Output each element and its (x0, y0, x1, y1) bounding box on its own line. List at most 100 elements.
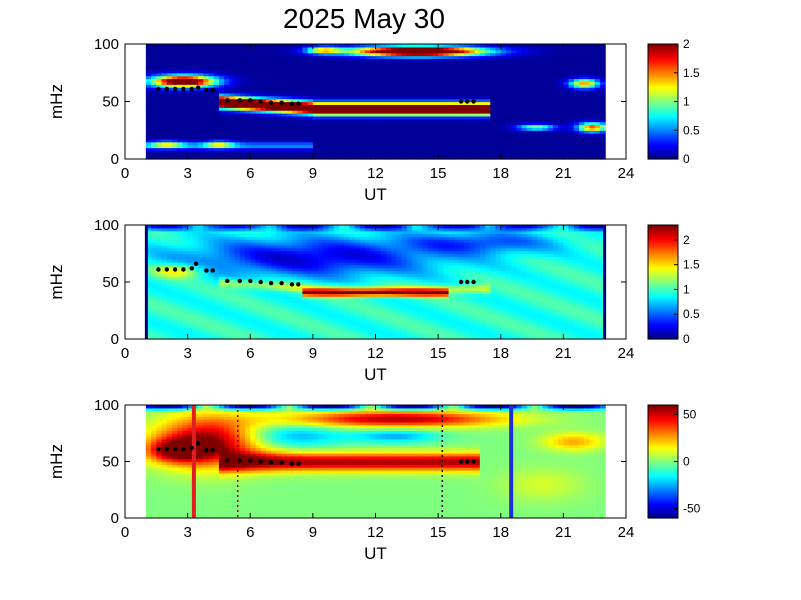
marker-point (172, 86, 178, 92)
x-tick-label: 21 (555, 165, 572, 182)
x-tick-label: 0 (121, 524, 129, 541)
markers-3 (156, 441, 476, 466)
marker-point (279, 460, 284, 465)
colorbar-tick-label: 0.5 (683, 307, 700, 321)
marker-point (289, 461, 295, 466)
marker-point (471, 279, 476, 285)
colorbar-frame (647, 224, 679, 340)
x-tick-label: 12 (367, 165, 384, 182)
heatmap-2 (145, 225, 606, 340)
x-tick-label: 18 (492, 345, 509, 362)
colorbar-1: 0 0.5 1 1.5 2 (647, 37, 700, 166)
marker-point (164, 86, 169, 92)
x-tick-label: 6 (246, 345, 254, 362)
y-tick-label: 50 (102, 94, 119, 111)
colorbar-tick-label: 0 (683, 152, 690, 166)
x-tick-label: 9 (309, 345, 317, 362)
marker-point (225, 458, 230, 463)
colorbar-tick-label: 2 (683, 37, 690, 51)
marker-point (193, 261, 199, 266)
edge-bar-right (603, 225, 607, 339)
marker-point (248, 278, 253, 284)
marker-point (204, 268, 209, 273)
marker-point (204, 87, 209, 93)
marker-point (465, 459, 470, 464)
x-tick-label: 9 (309, 524, 317, 541)
edge-bar-left (144, 225, 148, 339)
marker-point (237, 458, 242, 463)
marker-point (164, 267, 169, 272)
y-tick-label: 50 (102, 274, 119, 291)
marker-point (225, 278, 230, 284)
x-tick-label: 18 (492, 165, 509, 182)
x-axis-label: UT (364, 365, 387, 384)
markers-1 (156, 85, 476, 107)
colorbar-tick-label: 0 (683, 332, 690, 346)
x-tick-label: 3 (183, 345, 191, 362)
marker-point (181, 86, 186, 92)
x-tick-label: 21 (555, 524, 572, 541)
heatmap-3 (145, 405, 606, 519)
x-axis-label: UT (364, 544, 387, 563)
marker-point (296, 282, 301, 287)
y-tick-label: 100 (94, 36, 119, 53)
marker-point (258, 279, 263, 285)
y-axis-label: mHz (47, 265, 66, 300)
marker-point (210, 268, 215, 273)
marker-point (248, 98, 253, 103)
colorbar-tick-label: -50 (683, 502, 701, 516)
x-tick-label: 0 (121, 165, 129, 182)
marker-point (289, 282, 295, 287)
marker-point (172, 267, 178, 272)
heatmap-1 (145, 44, 606, 160)
colorbar-tick-label: 0.5 (683, 123, 700, 137)
marker-point (237, 98, 242, 103)
colorbar-tick-label: 1 (683, 95, 690, 109)
colorbar-tick-label: 50 (683, 407, 697, 421)
y-tick-label: 0 (111, 510, 119, 527)
marker-point (189, 266, 194, 271)
marker-point (248, 458, 253, 463)
marker-point (258, 99, 263, 104)
colorbar-tick-label: 0 (683, 455, 690, 469)
x-axis-label: UT (364, 185, 387, 204)
x-tick-label: 24 (618, 524, 635, 541)
panel-3: 0 3 6 9 12 15 18 21 24 0 50 100 UT mHz -50 0 50 (47, 397, 701, 563)
marker-point (210, 87, 215, 93)
colorbar-2: 0 0.5 1 1.5 2 (647, 224, 700, 346)
y-tick-label: 100 (94, 397, 119, 414)
colorbar-tick-label: 2 (683, 233, 690, 247)
marker-point (189, 86, 194, 92)
marker-point (268, 460, 274, 465)
colorbar-3: -50 0 50 (647, 404, 701, 519)
x-tick-label: 3 (183, 165, 191, 182)
x-tick-label: 12 (367, 345, 384, 362)
marker-point (225, 98, 230, 103)
x-tick-label: 0 (121, 345, 129, 362)
y-tick-label: 0 (111, 151, 119, 168)
x-tick-label: 6 (246, 165, 254, 182)
colorbar-tick-label: 1.5 (683, 258, 700, 272)
marker-point (279, 280, 284, 286)
marker-point (268, 100, 274, 105)
colorbar-tick-label: 1.5 (683, 66, 700, 80)
marker-point (471, 459, 476, 464)
x-tick-label: 3 (183, 524, 191, 541)
marker-point (458, 459, 464, 464)
marker-point (458, 279, 464, 285)
marker-point (181, 446, 186, 452)
x-tick-label: 24 (618, 345, 635, 362)
marker-point (458, 99, 464, 104)
marker-point (268, 280, 274, 286)
x-tick-label: 6 (246, 524, 254, 541)
x-tick-label: 15 (430, 345, 447, 362)
x-tick-label: 9 (309, 165, 317, 182)
panel-1: 0 3 6 9 12 15 18 21 24 0 50 100 UT mHz 0 0.5 1 1.5 2 (47, 36, 700, 204)
marker-point (164, 446, 169, 452)
marker-point (296, 101, 301, 107)
marker-point (210, 448, 215, 453)
x-tick-label: 15 (430, 524, 447, 541)
colorbar-tick-label: 1 (683, 282, 690, 296)
y-axis-label: mHz (47, 84, 66, 119)
